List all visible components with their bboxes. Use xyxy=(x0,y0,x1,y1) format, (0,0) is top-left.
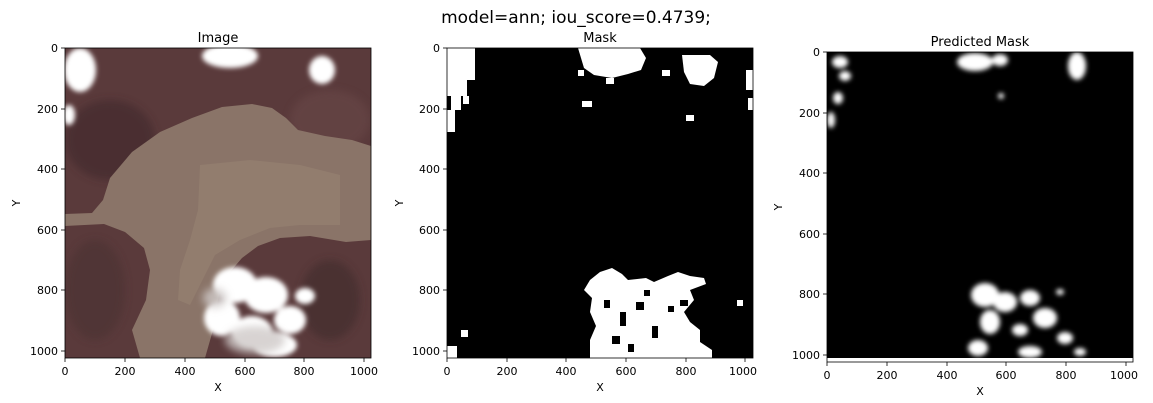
svg-text:800: 800 xyxy=(37,284,58,297)
svg-text:200: 200 xyxy=(497,365,518,378)
y-tick: 800 xyxy=(419,284,447,297)
svg-text:0: 0 xyxy=(444,365,451,378)
svg-text:1000: 1000 xyxy=(729,365,757,378)
y-tick: 800 xyxy=(37,284,65,297)
svg-text:400: 400 xyxy=(175,365,196,378)
x-tick: 0 xyxy=(444,358,451,378)
svg-text:0: 0 xyxy=(813,46,820,59)
svg-text:0: 0 xyxy=(51,42,58,55)
x-tick: 400 xyxy=(175,358,196,378)
predicted-y-label: Y xyxy=(772,203,785,211)
x-tick: 400 xyxy=(556,358,577,378)
mask-panel: Mask xyxy=(393,31,757,394)
svg-text:400: 400 xyxy=(37,163,58,176)
svg-text:400: 400 xyxy=(419,163,440,176)
predicted-mask-panel: Predicted Mask xyxy=(772,35,1138,398)
svg-text:1000: 1000 xyxy=(1110,369,1138,382)
svg-text:1000: 1000 xyxy=(412,345,440,358)
image-x-ticks: 0 200 400 600 800 1000 xyxy=(62,358,378,378)
svg-text:600: 600 xyxy=(235,365,256,378)
svg-text:0: 0 xyxy=(824,369,831,382)
image-y-label: Y xyxy=(10,199,23,207)
mask-panel-title: Mask xyxy=(583,31,617,46)
svg-text:200: 200 xyxy=(37,103,58,116)
svg-text:800: 800 xyxy=(676,365,697,378)
y-tick: 400 xyxy=(799,167,827,180)
x-tick: 0 xyxy=(62,358,69,378)
mask-region xyxy=(447,48,753,358)
x-tick: 800 xyxy=(294,358,315,378)
svg-text:200: 200 xyxy=(799,107,820,120)
x-tick: 400 xyxy=(937,362,958,382)
predicted-mask-panel-title: Predicted Mask xyxy=(931,35,1030,50)
svg-text:400: 400 xyxy=(556,365,577,378)
svg-text:600: 600 xyxy=(996,369,1017,382)
svg-text:800: 800 xyxy=(294,365,315,378)
x-tick: 1000 xyxy=(1110,362,1138,382)
x-tick: 1000 xyxy=(350,358,378,378)
mask-x-ticks: 0 200 400 600 800 1000 xyxy=(444,358,757,378)
svg-text:400: 400 xyxy=(799,167,820,180)
y-tick: 200 xyxy=(37,103,65,116)
y-tick: 600 xyxy=(37,224,65,237)
x-tick: 600 xyxy=(235,358,256,378)
y-tick: 0 xyxy=(813,46,827,59)
predicted-y-ticks: 0 200 400 600 800 1000 xyxy=(792,46,827,362)
satellite-image xyxy=(65,48,371,358)
predicted-x-label: X xyxy=(976,385,984,398)
svg-text:600: 600 xyxy=(616,365,637,378)
svg-text:400: 400 xyxy=(937,369,958,382)
mask-holes xyxy=(604,290,688,352)
svg-text:0: 0 xyxy=(433,42,440,55)
y-tick: 1000 xyxy=(792,349,827,362)
x-tick: 600 xyxy=(996,362,1017,382)
figure-title: model=ann; iou_score=0.4739; xyxy=(441,8,711,28)
y-tick: 600 xyxy=(799,228,827,241)
image-panel-title: Image xyxy=(198,31,239,46)
svg-text:1000: 1000 xyxy=(30,345,58,358)
svg-text:600: 600 xyxy=(799,228,820,241)
cloud-cluster xyxy=(65,48,335,357)
svg-text:600: 600 xyxy=(37,224,58,237)
predicted-region xyxy=(827,52,1086,358)
x-tick: 200 xyxy=(115,358,136,378)
predicted-mask xyxy=(827,52,1133,358)
y-tick: 200 xyxy=(799,107,827,120)
y-tick: 1000 xyxy=(412,345,447,358)
svg-text:800: 800 xyxy=(1056,369,1077,382)
svg-text:1000: 1000 xyxy=(792,349,820,362)
x-tick: 600 xyxy=(616,358,637,378)
image-y-ticks: 0 200 400 600 800 1000 xyxy=(30,42,65,358)
y-tick: 0 xyxy=(51,42,65,55)
y-tick: 400 xyxy=(37,163,65,176)
y-tick: 600 xyxy=(419,224,447,237)
svg-text:800: 800 xyxy=(419,284,440,297)
x-tick: 1000 xyxy=(729,358,757,378)
svg-text:200: 200 xyxy=(115,365,136,378)
x-tick: 800 xyxy=(676,358,697,378)
ground-truth-mask xyxy=(447,48,753,358)
svg-text:800: 800 xyxy=(799,288,820,301)
mask-y-ticks: 0 200 400 600 800 1000 xyxy=(412,42,447,358)
predicted-x-ticks: 0 200 400 600 800 1000 xyxy=(824,362,1138,382)
x-tick: 200 xyxy=(497,358,518,378)
svg-text:1000: 1000 xyxy=(350,365,378,378)
image-panel: Image xyxy=(10,31,378,394)
svg-text:200: 200 xyxy=(419,103,440,116)
x-tick: 200 xyxy=(877,362,898,382)
svg-text:0: 0 xyxy=(62,365,69,378)
y-tick: 200 xyxy=(419,103,447,116)
svg-text:200: 200 xyxy=(877,369,898,382)
y-tick: 0 xyxy=(433,42,447,55)
y-tick: 400 xyxy=(419,163,447,176)
y-tick: 800 xyxy=(799,288,827,301)
x-tick: 800 xyxy=(1056,362,1077,382)
x-tick: 0 xyxy=(824,362,831,382)
image-x-label: X xyxy=(214,381,222,394)
mask-x-label: X xyxy=(596,381,604,394)
y-tick: 1000 xyxy=(30,345,65,358)
mask-y-label: Y xyxy=(393,199,406,207)
svg-text:600: 600 xyxy=(419,224,440,237)
